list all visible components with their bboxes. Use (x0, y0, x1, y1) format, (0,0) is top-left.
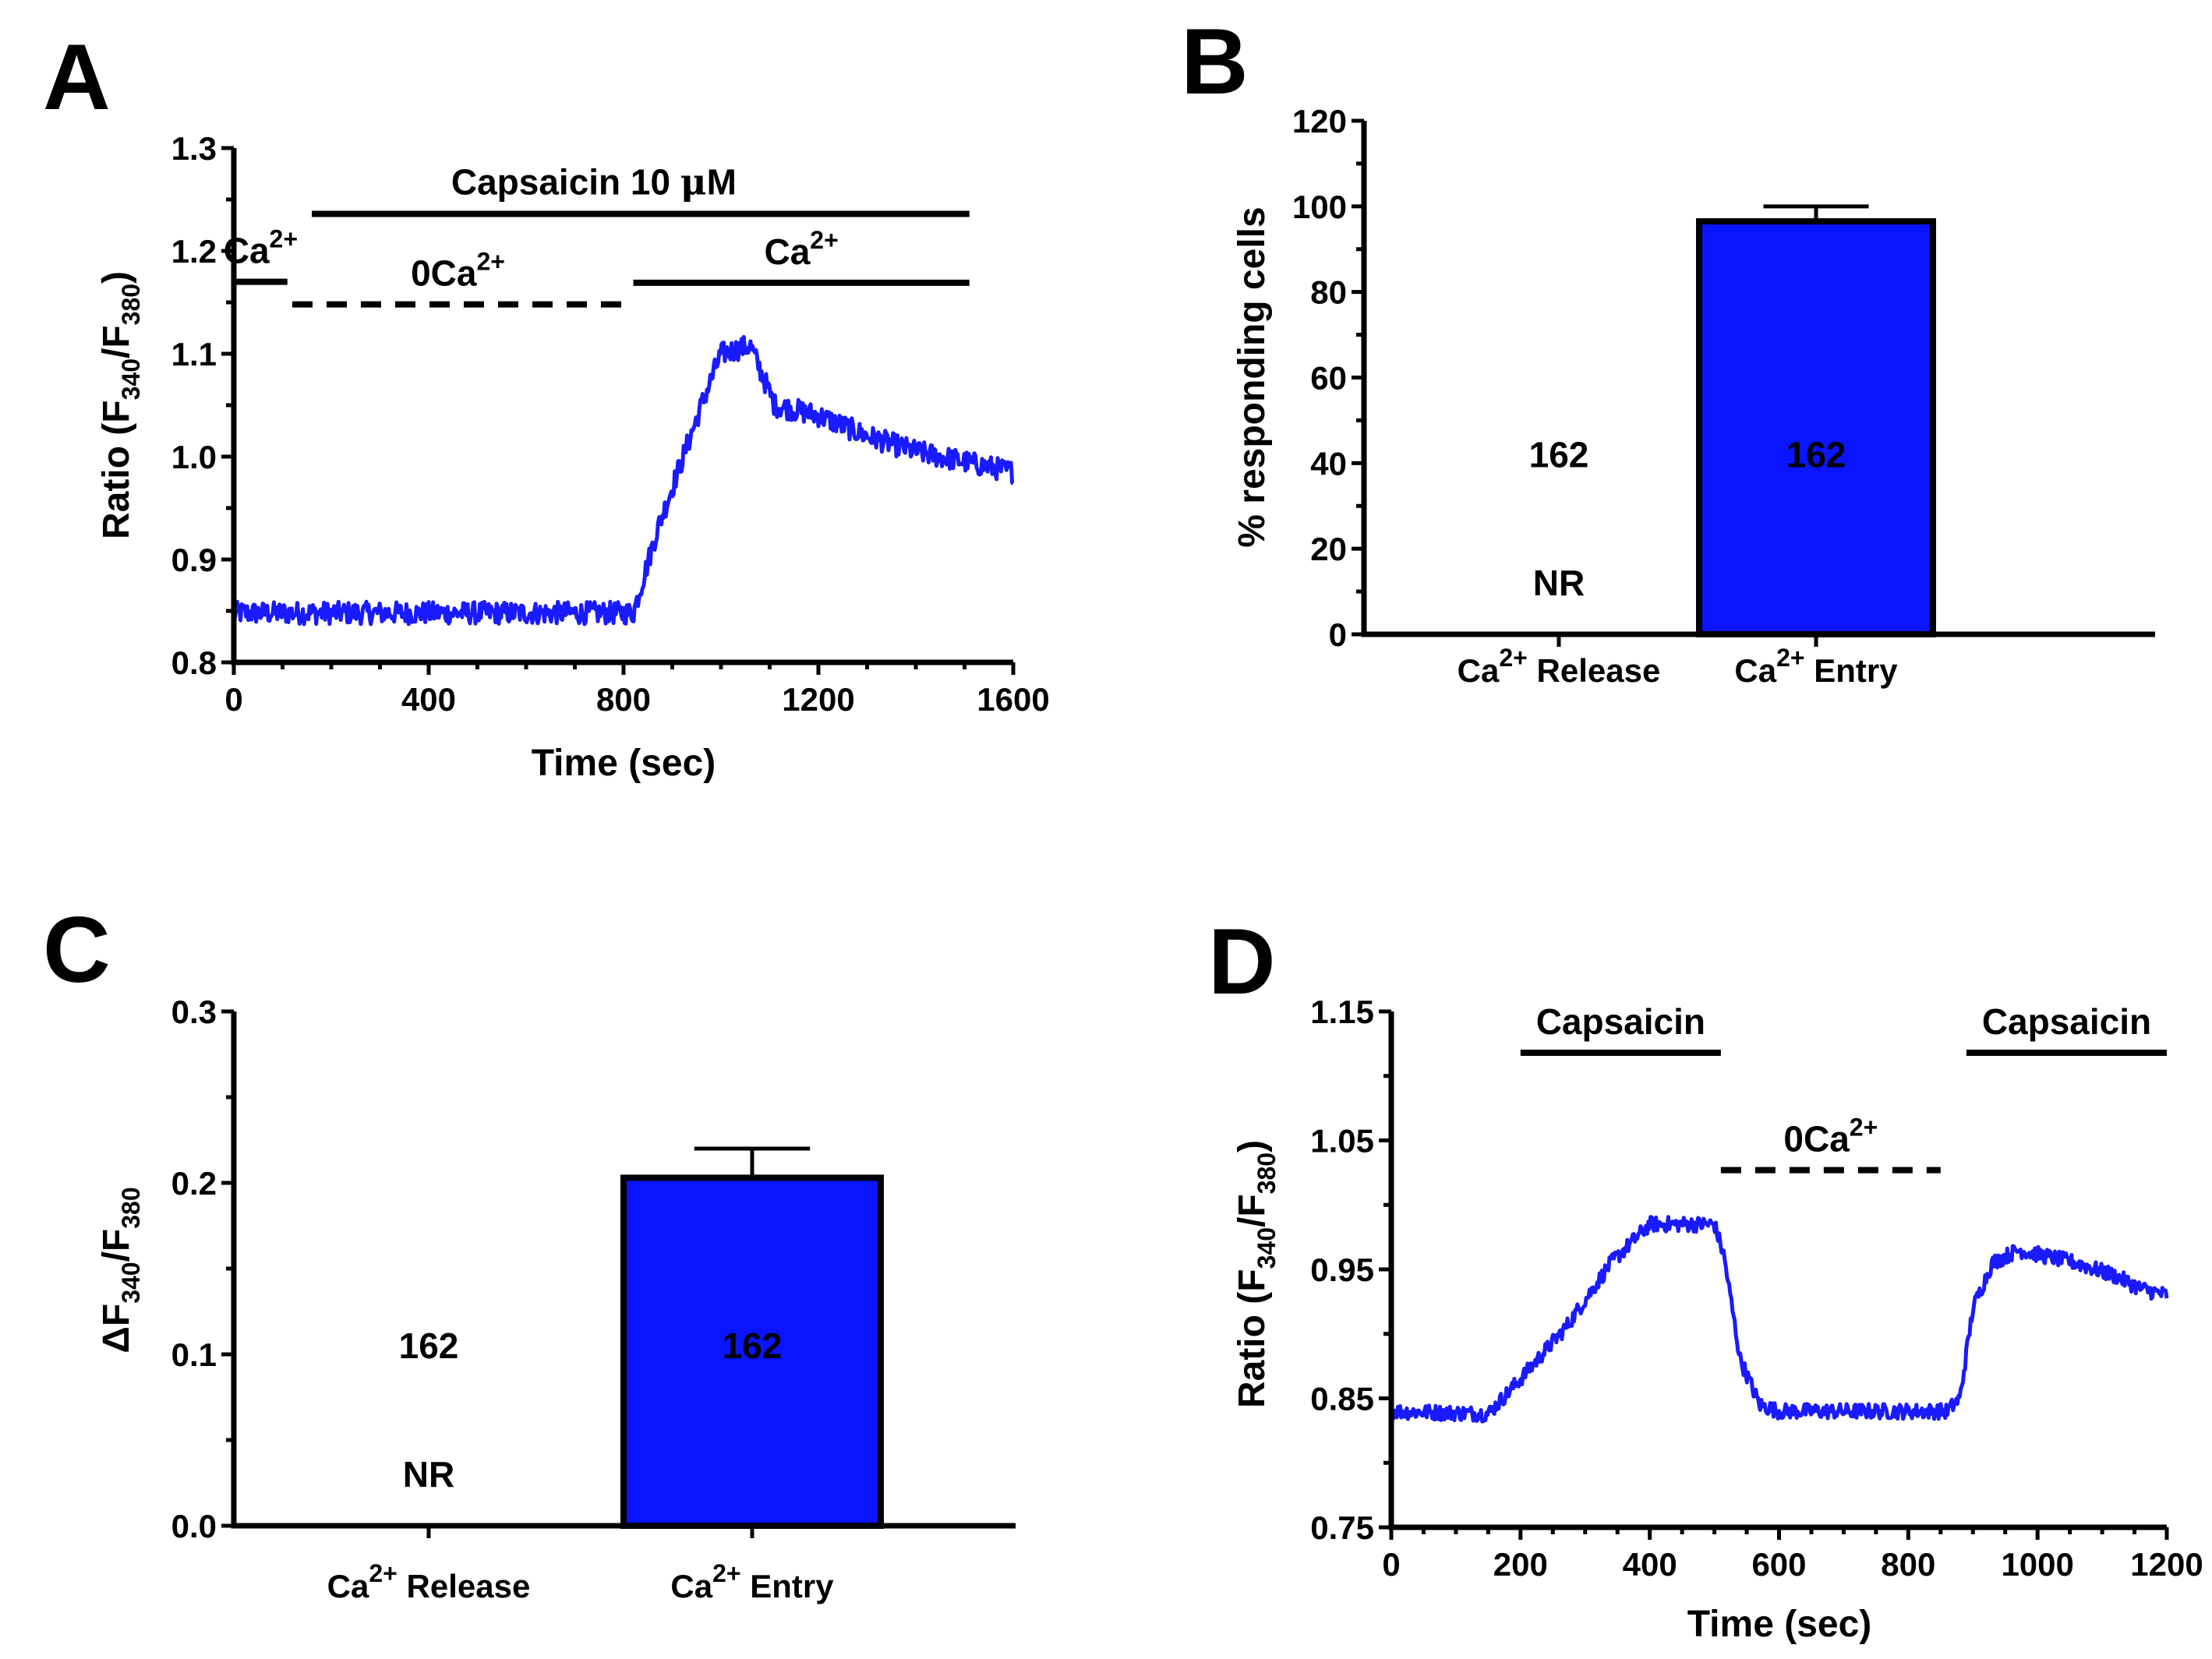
x-category-label: Ca2+ Entry (670, 1559, 834, 1604)
y-tick-label: 120 (1292, 103, 1347, 139)
y-tick-label: 0.0 (171, 1508, 217, 1544)
x-tick-label: 1200 (782, 681, 854, 718)
x-category-label: Ca2+ Release (1458, 644, 1661, 689)
no-response-label: NR (403, 1454, 454, 1495)
y-tick-label: 0.95 (1310, 1251, 1374, 1288)
panel-c-y-axis-title: ΔF340/F380 (96, 1187, 145, 1353)
panel-a: A 0.8 0.9 1.0 1.1 1.2 1.3 0 400 800 1200 1600 Capsa… (43, 25, 1050, 784)
panel-a-plot-area: 0.8 0.9 1.0 1.1 1.2 1.3 0 400 800 1200 1600 Capsaic… (171, 130, 1050, 718)
y-tick-label: 0.1 (171, 1336, 217, 1373)
y-tick-label: 1.1 (171, 336, 217, 372)
panel-b: B 0 20 40 60 80 100 120 Ca2+ Release 162 NR Ca2+ E… (1181, 9, 2155, 689)
y-tick-label: 0.3 (171, 994, 217, 1030)
y-tick-label: 1.0 (171, 439, 217, 475)
y-tick-label: 80 (1310, 274, 1347, 311)
x-tick-label: 400 (401, 681, 456, 718)
panel-a-letter: A (43, 25, 111, 129)
y-tick-label: 0 (1329, 616, 1347, 653)
y-tick-label: 1.15 (1310, 994, 1374, 1030)
y-tick-label: 1.3 (171, 130, 217, 167)
panel-a-axes (231, 148, 1013, 665)
ratio-trace-line (231, 334, 1015, 627)
y-tick-label: 20 (1310, 531, 1347, 567)
x-tick-label: 1200 (2130, 1546, 2203, 1583)
panel-d-letter: D (1208, 909, 1276, 1014)
panel-d-x-axis-title: Time (sec) (1687, 1604, 1872, 1645)
panel-d-axes (1388, 1011, 2167, 1530)
panel-d-y-axis-title: Ratio (F340/F380) (1231, 1140, 1281, 1408)
treatment-label: 0Ca2+ (411, 248, 505, 294)
x-tick-label: 400 (1623, 1546, 1677, 1583)
panel-c-plot-area: 0.0 0.1 0.2 0.3 Ca2+ Release 162 NR Ca2+ Entry 1… (171, 994, 884, 1604)
bar (1696, 218, 1936, 638)
treatment-label: Ca2+ (764, 226, 838, 272)
y-tick-label: 0.2 (171, 1165, 217, 1202)
y-tick-label: 60 (1310, 360, 1347, 397)
cell-count-label: 162 (399, 1325, 459, 1366)
y-tick-label: 1.2 (171, 233, 217, 270)
y-tick-label: 40 (1310, 445, 1347, 482)
y-tick-label: 0.8 (171, 644, 217, 681)
no-response-label: NR (1533, 563, 1585, 603)
cell-count-label: 162 (723, 1325, 783, 1366)
x-tick-label: 1600 (977, 681, 1049, 718)
panel-b-axes (1361, 121, 2155, 637)
cell-count-label: 162 (1786, 434, 1846, 475)
x-tick-label: 800 (1881, 1546, 1935, 1583)
y-tick-label: 0.85 (1310, 1381, 1374, 1417)
y-tick-label: 0.9 (171, 542, 217, 578)
panel-b-y-axis-title: % responding cells (1231, 206, 1273, 547)
x-tick-label: 0 (224, 681, 242, 718)
panel-c-letter: C (43, 898, 111, 1002)
cell-count-label: 162 (1529, 434, 1589, 475)
x-category-label: Ca2+ Release (327, 1559, 531, 1604)
panel-a-y-axis-title: Ratio (F340/F380) (96, 271, 145, 539)
x-category-label: Ca2+ Entry (1734, 644, 1898, 689)
panel-d-plot-area: 0.75 0.85 0.95 1.05 1.15 0 200 400 600 800 1000 120… (1310, 994, 2203, 1583)
panel-c-axes (231, 1011, 1016, 1529)
y-tick-label: 1.05 (1310, 1123, 1374, 1160)
y-tick-label: 100 (1292, 189, 1347, 225)
panel-b-plot-area: 0 20 40 60 80 100 120 Ca2+ Release 162 NR Ca2+ Ent… (1292, 103, 1936, 689)
x-tick-label: 800 (596, 681, 651, 718)
treatment-label: Capsaicin (1536, 1001, 1705, 1042)
panel-b-letter: B (1181, 9, 1249, 114)
x-tick-label: 1000 (2001, 1546, 2073, 1583)
panel-d: D 0.75 0.85 0.95 1.05 1.15 0 200 400 600 800 1000 1… (1208, 909, 2203, 1645)
ratio-trace-line (1390, 1215, 2169, 1424)
treatment-label: 0Ca2+ (1783, 1114, 1878, 1160)
panel-a-x-axis-title: Time (sec) (532, 743, 716, 784)
x-tick-label: 0 (1382, 1546, 1400, 1583)
panel-c: C 0.0 0.1 0.2 0.3 Ca2+ Release 162 NR Ca2+ Entr… (43, 898, 1016, 1604)
treatment-label: Capsaicin (1982, 1001, 2151, 1042)
treatment-label: Capsaicin 10 μM (451, 161, 737, 203)
y-tick-label: 0.75 (1310, 1509, 1374, 1546)
x-tick-label: 600 (1751, 1546, 1806, 1583)
x-tick-label: 200 (1493, 1546, 1548, 1583)
